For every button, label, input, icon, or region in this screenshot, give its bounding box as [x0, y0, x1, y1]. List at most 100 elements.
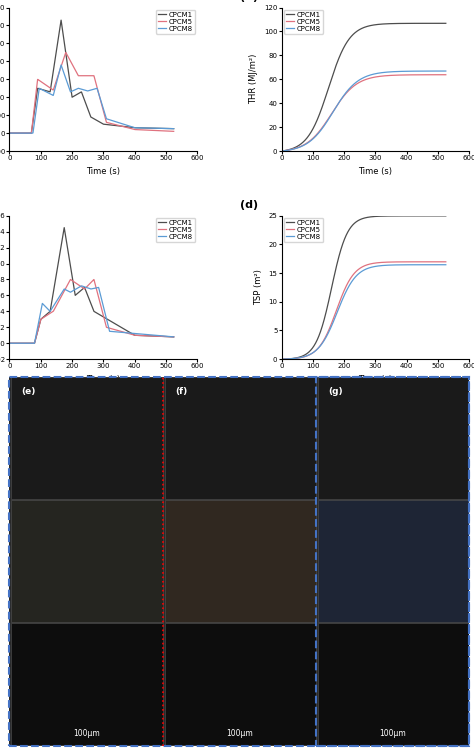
CPCM5	[410, 257, 415, 266]
CPCM5	[295, 354, 301, 363]
Line: CPCM5: CPCM5	[9, 53, 173, 133]
CPCM5	[73, 67, 79, 76]
CPCM1	[7, 339, 12, 348]
CPCM5	[407, 257, 412, 266]
CPCM8	[295, 143, 301, 152]
Line: CPCM1: CPCM1	[282, 216, 446, 359]
Text: 100μm: 100μm	[73, 729, 100, 738]
Text: 100μm: 100μm	[379, 729, 406, 738]
Line: CPCM1: CPCM1	[282, 23, 446, 151]
CPCM8	[79, 84, 85, 93]
CPCM8	[410, 66, 415, 75]
Bar	[318, 501, 469, 622]
CPCM5	[443, 70, 449, 79]
CPCM5	[138, 331, 144, 340]
Line: CPCM8: CPCM8	[282, 71, 446, 151]
CPCM5	[345, 87, 351, 96]
CPCM1	[345, 227, 351, 236]
CPCM5	[279, 354, 284, 363]
CPCM1	[58, 16, 64, 25]
Legend: CPCM1, CPCM5, CPCM8: CPCM1, CPCM5, CPCM8	[155, 10, 195, 34]
CPCM8	[23, 129, 29, 138]
CPCM1	[61, 223, 67, 232]
CPCM8	[171, 333, 176, 342]
Text: (e): (e)	[22, 387, 36, 396]
Bar	[11, 624, 163, 745]
CPCM1	[351, 29, 357, 38]
CPCM8	[410, 260, 415, 269]
Bar	[11, 377, 163, 498]
CPCM8	[345, 86, 351, 95]
CPCM8	[79, 281, 84, 290]
CPCM8	[7, 129, 12, 138]
CPCM8	[295, 354, 301, 363]
Bar	[164, 377, 316, 498]
CPCM1	[345, 36, 351, 45]
CPCM1	[73, 290, 79, 299]
X-axis label: Time (s): Time (s)	[358, 167, 392, 176]
Line: CPCM1: CPCM1	[9, 228, 173, 343]
CPCM8	[23, 339, 29, 348]
Y-axis label: THR (MJ/m²): THR (MJ/m²)	[249, 54, 258, 105]
CPCM1	[279, 354, 284, 363]
CPCM1	[443, 19, 449, 28]
Bar	[11, 501, 163, 622]
CPCM5	[392, 257, 397, 266]
Text: (b): (b)	[240, 0, 258, 2]
CPCM1	[295, 141, 301, 150]
X-axis label: Time (s): Time (s)	[358, 375, 392, 384]
CPCM5	[351, 81, 357, 90]
Legend: CPCM1, CPCM5, CPCM8: CPCM1, CPCM5, CPCM8	[155, 218, 195, 242]
Line: CPCM8: CPCM8	[282, 265, 446, 359]
CPCM8	[443, 66, 449, 75]
Line: CPCM5: CPCM5	[282, 75, 446, 151]
CPCM1	[23, 129, 29, 138]
CPCM5	[119, 122, 125, 131]
CPCM1	[279, 146, 284, 155]
CPCM8	[351, 274, 357, 284]
Text: (d): (d)	[240, 200, 258, 210]
Line: CPCM5: CPCM5	[9, 280, 173, 343]
Text: (g): (g)	[328, 387, 343, 396]
CPCM8	[73, 284, 79, 293]
Text: 100μm: 100μm	[226, 729, 253, 738]
CPCM5	[135, 125, 140, 134]
Line: CPCM5: CPCM5	[282, 262, 446, 359]
Text: (f): (f)	[175, 387, 187, 396]
CPCM5	[171, 333, 176, 342]
CPCM5	[7, 339, 12, 348]
CPCM1	[7, 129, 12, 138]
CPCM8	[135, 124, 140, 133]
CPCM5	[443, 257, 449, 266]
CPCM5	[79, 283, 85, 292]
CPCM5	[79, 71, 85, 80]
CPCM8	[79, 281, 85, 290]
CPCM1	[351, 219, 357, 228]
Bar	[164, 624, 316, 745]
CPCM5	[23, 339, 29, 348]
CPCM5	[138, 125, 144, 134]
CPCM5	[171, 127, 176, 136]
CPCM5	[410, 70, 415, 79]
CPCM1	[443, 211, 449, 220]
CPCM1	[407, 19, 412, 28]
Y-axis label: TSP (m²): TSP (m²)	[254, 269, 263, 305]
CPCM1	[138, 331, 144, 340]
CPCM1	[79, 285, 85, 294]
Line: CPCM8: CPCM8	[9, 286, 173, 343]
CPCM8	[7, 339, 12, 348]
CPCM8	[138, 329, 144, 339]
CPCM5	[407, 70, 412, 79]
CPCM8	[73, 84, 79, 93]
CPCM1	[171, 124, 176, 133]
CPCM1	[79, 89, 85, 98]
Bar	[164, 501, 316, 622]
CPCM5	[73, 279, 79, 288]
CPCM8	[392, 260, 397, 269]
CPCM5	[279, 146, 284, 155]
CPCM5	[295, 143, 301, 152]
CPCM1	[119, 323, 125, 333]
CPCM1	[23, 339, 29, 348]
Legend: CPCM1, CPCM5, CPCM8: CPCM1, CPCM5, CPCM8	[283, 10, 323, 34]
CPCM1	[410, 211, 415, 220]
